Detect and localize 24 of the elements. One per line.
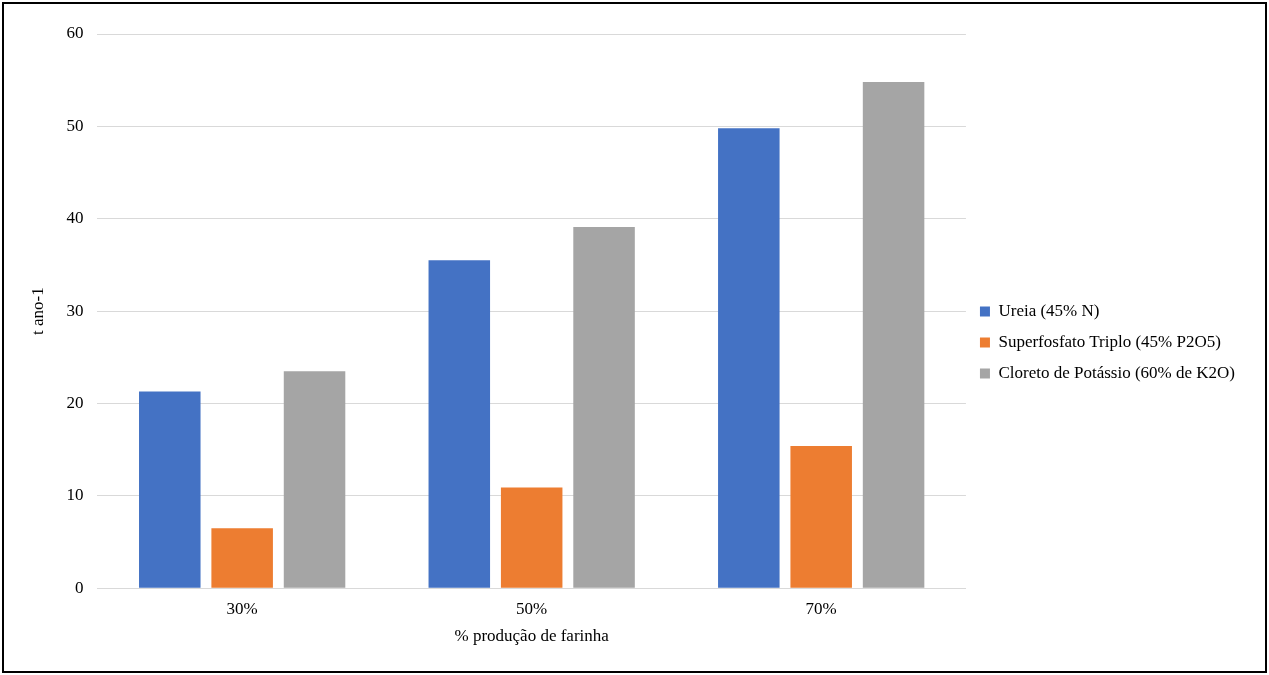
y-tick-label: 30 [66, 300, 84, 320]
y-axis-title: t ano-1 [27, 287, 47, 335]
legend-label: Superfosfato Triplo (45% P2O5) [998, 331, 1221, 351]
y-tick-label: 10 [66, 485, 84, 505]
bar [283, 371, 346, 588]
bar [500, 487, 563, 588]
legend-label: Ureia (45% N) [998, 300, 1100, 320]
y-tick-label: 60 [66, 23, 84, 43]
y-tick-label: 40 [66, 208, 84, 228]
bar [862, 82, 925, 588]
y-tick-label: 50 [66, 115, 84, 135]
bar [428, 260, 491, 588]
bar [211, 528, 273, 588]
bar [573, 227, 635, 588]
x-tick-label: 50% [516, 598, 548, 618]
bar [139, 391, 201, 588]
y-tick-label: 0 [74, 577, 84, 597]
y-tick-label: 20 [66, 392, 84, 412]
bar [718, 128, 780, 588]
x-tick-label: 30% [226, 598, 258, 618]
bar [790, 445, 852, 588]
x-tick-label: 70% [805, 598, 837, 618]
x-axis-title: % produção de farinha [454, 626, 610, 646]
legend-label: Cloreto de Potássio (60% de K2O) [998, 362, 1236, 382]
